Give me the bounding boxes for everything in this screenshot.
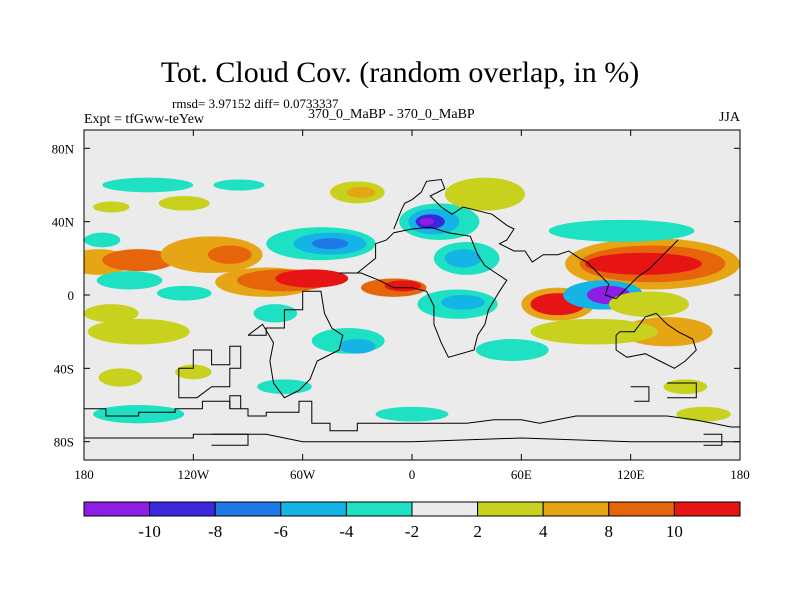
chart-subtitle: 370_0_MaBP - 370_0_MaBP: [308, 107, 475, 122]
anomaly-patch: [311, 238, 349, 250]
anomaly-patch: [84, 232, 121, 248]
anomaly-patch: [444, 177, 525, 211]
colorbar-label: -10: [138, 522, 161, 541]
anomaly-patch: [84, 304, 139, 323]
anomaly-patch: [93, 201, 130, 213]
anomaly-patch: [207, 245, 252, 264]
y-tick-label: 80N: [52, 141, 75, 156]
colorbar-label: -2: [405, 522, 419, 541]
colorbar-swatch: [542, 501, 610, 517]
colorbar-swatch: [280, 501, 347, 517]
y-tick-label: 40N: [52, 215, 75, 230]
coastline: [339, 226, 508, 358]
x-tick-label: 180: [730, 467, 750, 482]
anomaly-patch: [213, 179, 265, 191]
anomaly-patch: [548, 219, 695, 242]
coastlines: [84, 178, 740, 446]
x-tick-label: 120E: [617, 467, 645, 482]
x-tick-label: 120W: [177, 467, 210, 482]
y-tick-label: 80S: [54, 435, 74, 450]
coastline: [229, 395, 242, 409]
coastline: [211, 433, 249, 446]
anomaly-patch: [156, 285, 212, 301]
coastline: [393, 178, 679, 300]
coastline: [84, 433, 740, 443]
colorbar-label: 8: [605, 522, 614, 541]
anomaly-patch: [419, 218, 434, 226]
anomaly-patch: [444, 249, 482, 268]
anomaly-patch: [96, 271, 163, 290]
x-tick-label: 0: [409, 467, 416, 482]
y-tick-label: 0: [68, 288, 75, 303]
colorbar-label: -8: [208, 522, 222, 541]
colorbar-swatch: [608, 501, 675, 517]
experiment-label: Expt = tfGww-teYew: [84, 112, 205, 127]
anomaly-patch: [608, 291, 689, 317]
anomaly-patch: [275, 269, 349, 288]
anomaly-patch: [676, 406, 731, 422]
colorbar-label: -6: [274, 522, 288, 541]
colorbar-swatch: [214, 501, 282, 517]
chart-title: Tot. Cloud Cov. (random overlap, in %): [160, 56, 640, 89]
coastline: [247, 290, 344, 399]
anomaly-patch: [87, 318, 190, 345]
anomaly-patch: [102, 177, 194, 193]
coastline: [630, 386, 650, 402]
colorbar-swatch: [411, 501, 479, 517]
colorbar-swatch: [345, 501, 413, 517]
anomaly-patch: [663, 379, 708, 394]
anomaly-patch: [98, 368, 143, 387]
anomaly-patch: [346, 186, 376, 198]
anomaly-patch: [257, 379, 312, 394]
colorbar-label: 10: [666, 522, 683, 541]
anomaly-patch: [441, 295, 485, 310]
colorbar-label: 2: [473, 522, 482, 541]
anomaly-patch: [339, 339, 376, 354]
colorbar-label: 4: [539, 522, 548, 541]
colorbar-swatch: [477, 501, 544, 517]
colorbar-swatch: [83, 501, 151, 517]
x-tick-label: 60E: [511, 467, 532, 482]
coastline: [84, 400, 740, 432]
x-tick-label: 60W: [290, 467, 316, 482]
anomaly-patch: [253, 304, 298, 323]
anomaly-patch: [158, 196, 210, 211]
anomaly-patch: [585, 252, 702, 275]
anomaly-patch: [384, 280, 422, 292]
coastline: [178, 345, 242, 399]
colorbar-label: -4: [339, 522, 354, 541]
colorbar-swatch: [673, 501, 741, 517]
coastline: [703, 433, 723, 446]
x-tick-label: 180: [74, 467, 94, 482]
anomaly-field: [84, 177, 740, 424]
coastline: [615, 312, 697, 369]
anomaly-patch: [102, 249, 176, 272]
season-label: JJA: [718, 110, 740, 125]
colorbar-swatch: [149, 501, 216, 517]
stats-line: rmsd= 3.97152 diff= 0.0733337: [172, 96, 339, 111]
y-tick-label: 40S: [54, 361, 74, 376]
anomaly-patch: [530, 318, 658, 345]
coastline: [667, 382, 697, 399]
anomaly-patch: [375, 406, 449, 422]
anomaly-patch: [475, 339, 549, 361]
